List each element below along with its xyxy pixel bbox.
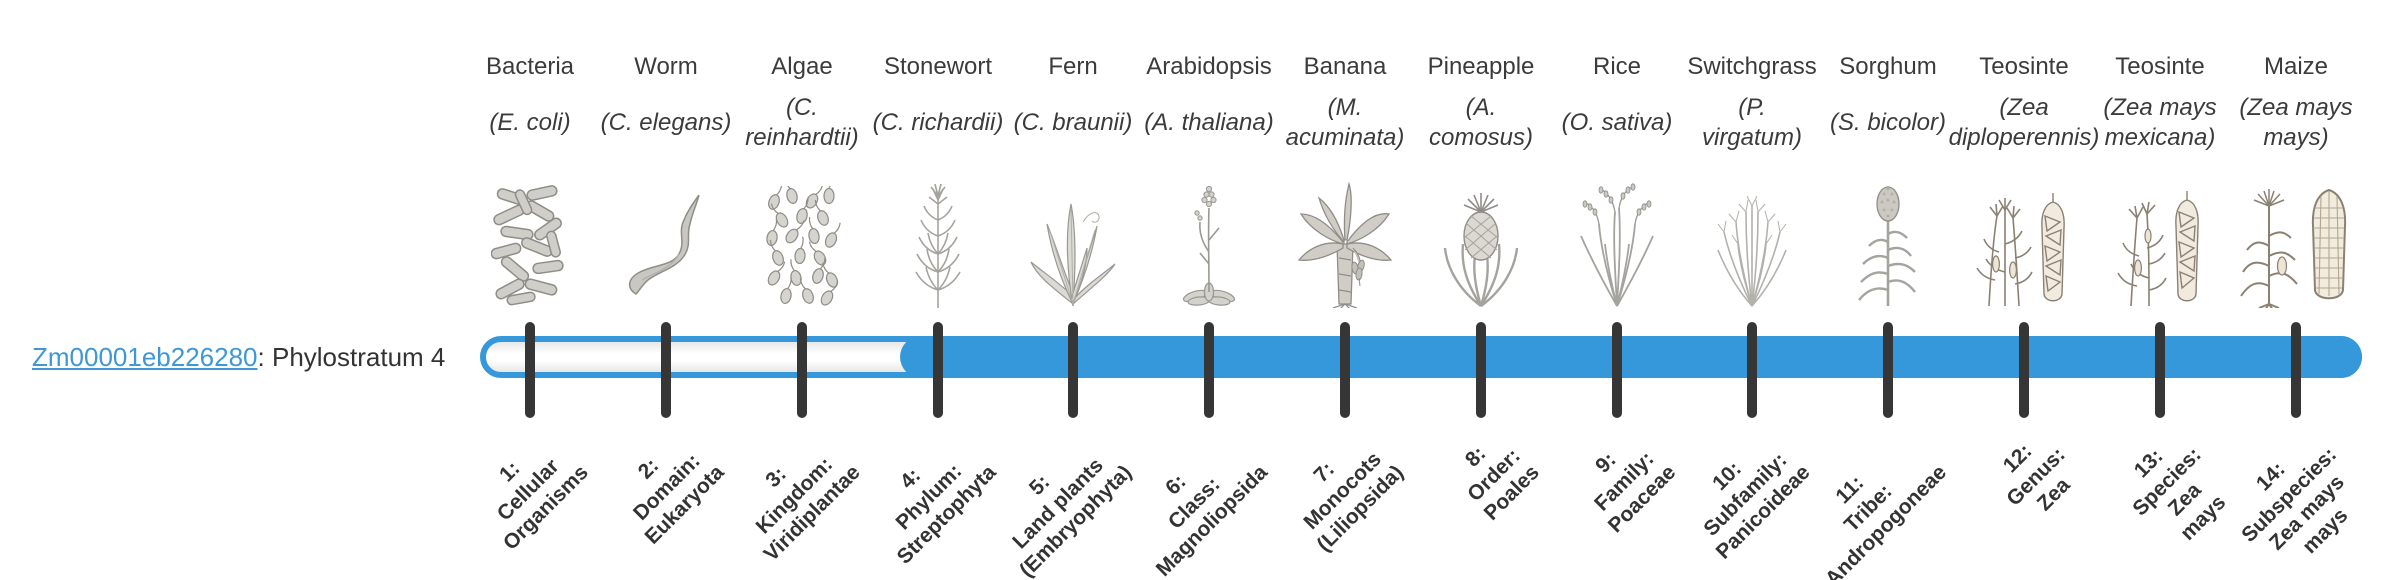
organism-label: Teosinte (Zea diploperennis): [1929, 50, 2119, 156]
stratum-label: 3: Kingdom: Viridiplantae: [751, 452, 866, 567]
organism-common-name: Banana: [1303, 53, 1387, 80]
organism-common-name: Sorghum: [1839, 53, 1937, 80]
organism-common-name: Rice: [1592, 53, 1641, 80]
organism-scientific-name: (Zea mays mays): [2239, 94, 2353, 151]
tick-mark: [2291, 322, 2301, 418]
organism-scientific-name: (M. acuminata): [1285, 94, 1405, 151]
tick-mark: [1340, 322, 1350, 418]
stratum-label: 12: Genus: Zea: [1998, 439, 2075, 516]
stratum-label: 4: Phylum: Streptophyta: [891, 459, 1002, 569]
worm-icon: [586, 166, 746, 308]
organism-scientific-name: (C. richardii): [872, 109, 1004, 136]
organism-scientific-name: (S. bicolor): [1829, 109, 1947, 136]
organism-common-name: Algae: [771, 53, 833, 80]
organism-scientific-name: (P. virgatum): [1701, 94, 1803, 151]
organism-scientific-name: (A. comosus): [1428, 94, 1534, 151]
organism-common-name: Switchgrass: [1687, 53, 1817, 80]
pineapple-icon: [1401, 166, 1561, 308]
tick-mark: [1612, 322, 1622, 418]
stratum-label: 5: Land plants (Embryophyta): [1007, 453, 1137, 580]
organism-scientific-name: (C. braunii): [1013, 109, 1133, 136]
organism-label: Worm (C. elegans): [571, 50, 761, 156]
organism-scientific-name: (E. coli): [489, 109, 571, 136]
tick-mark: [933, 322, 943, 418]
gene-label: Zm00001eb226280: Phylostratum 4: [32, 342, 445, 373]
maize-icon: [2216, 166, 2376, 308]
bacteria-icon: [450, 166, 610, 308]
tick-mark: [1204, 322, 1214, 418]
stratum-label: 1: Cellular Organisms: [492, 454, 594, 555]
organism-scientific-name: (Zea mays mexicana): [2103, 94, 2217, 151]
organism-scientific-name: (C. reinhardtii): [745, 94, 859, 151]
organism-label: Fern (C. braunii): [978, 50, 1168, 156]
organism-label: Bacteria (E. coli): [435, 50, 625, 156]
teosinte-diplo-icon: [1944, 166, 2104, 308]
organism-common-name: Maize: [2263, 53, 2329, 80]
teosinte-mex-icon: [2080, 166, 2240, 308]
organism-common-name: Pineapple: [1427, 53, 1535, 80]
organism-label: Sorghum (S. bicolor): [1793, 50, 1983, 156]
banana-icon: [1265, 166, 1425, 308]
switchgrass-icon: [1672, 166, 1832, 308]
tick-mark: [1068, 322, 1078, 418]
algae-icon: [722, 166, 882, 308]
arabidopsis-icon: [1129, 166, 1289, 308]
organism-scientific-name: (A. thaliana): [1144, 109, 1274, 136]
stratum-label: 7: Monocots (Liliopsida): [1299, 447, 1409, 557]
stratum-label: 8: Order: Poales: [1461, 442, 1545, 526]
stratum-label: 11: Tribe: Andropogoneae: [1821, 460, 1952, 580]
organism-common-name: Stonewort: [883, 53, 993, 80]
organism-label: Pineapple (A. comosus): [1386, 50, 1576, 156]
tick-mark: [1747, 322, 1757, 418]
stonewort-icon: [858, 166, 1018, 308]
tick-mark: [661, 322, 671, 418]
tick-mark: [797, 322, 807, 418]
organism-scientific-name: (C. elegans): [600, 109, 732, 136]
organism-common-name: Teosinte: [1979, 53, 2069, 80]
phylostratum-text: : Phylostratum 4: [257, 342, 446, 372]
stratum-label: 9: Family: Poaceae: [1589, 446, 1681, 538]
tick-mark: [2155, 322, 2165, 418]
stratum-label: 6: Class: Magnoliopsida: [1151, 460, 1273, 580]
organism-common-name: Bacteria: [485, 53, 575, 80]
organism-label: Teosinte (Zea mays mexicana): [2065, 50, 2255, 156]
stratum-label: 13: Species: Zea mays: [2127, 442, 2230, 545]
stratum-label: 2: Domain: Eukaryota: [629, 449, 730, 549]
organism-common-name: Worm: [634, 53, 698, 80]
stratum-label: 14: Subspecies: Zea mays mays: [2237, 442, 2353, 559]
timeline-bar-filled: [900, 336, 2362, 378]
sorghum-icon: [1808, 166, 1968, 308]
organism-label: Stonewort (C. richardii): [843, 50, 1033, 156]
organism-common-name: Arabidopsis: [1146, 53, 1272, 80]
organism-label: Rice (O. sativa): [1522, 50, 1712, 156]
fern-icon: [993, 166, 1153, 308]
organism-scientific-name: (O. sativa): [1561, 109, 1673, 136]
tick-mark: [2019, 322, 2029, 418]
organism-label: Algae (C. reinhardtii): [707, 50, 897, 156]
tick-mark: [1883, 322, 1893, 418]
organism-label: Arabidopsis (A. thaliana): [1114, 50, 1304, 156]
organism-label: Banana (M. acuminata): [1250, 50, 1440, 156]
tick-mark: [1476, 322, 1486, 418]
tick-mark: [525, 322, 535, 418]
gene-id-link[interactable]: Zm00001eb226280: [32, 342, 258, 372]
organism-scientific-name: (Zea diploperennis): [1948, 94, 2100, 151]
organism-label: Maize (Zea mays mays): [2201, 50, 2391, 156]
rice-icon: [1537, 166, 1697, 308]
organism-label: Switchgrass (P. virgatum): [1657, 50, 1847, 156]
organism-common-name: Fern: [1048, 53, 1098, 80]
organism-common-name: Teosinte: [2115, 53, 2205, 80]
